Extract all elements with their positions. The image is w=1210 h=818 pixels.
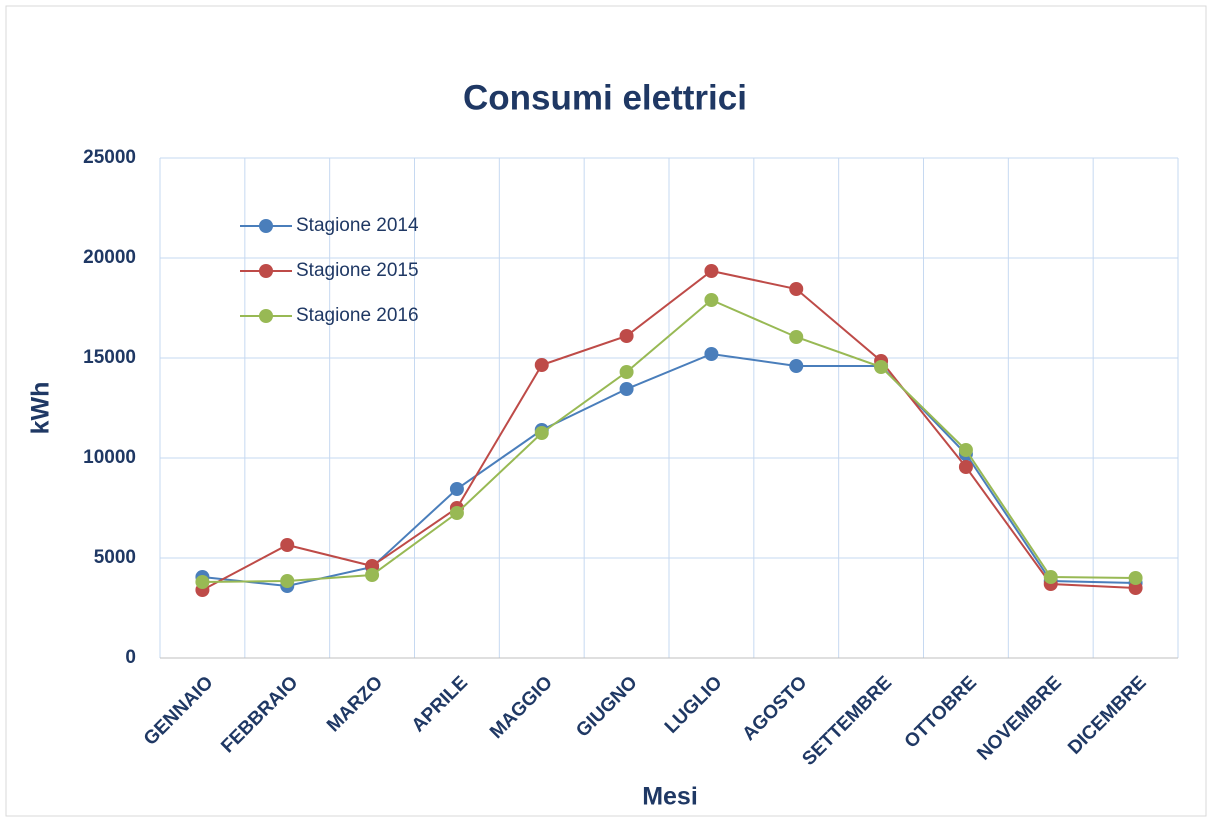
point	[874, 360, 889, 374]
point	[534, 358, 549, 372]
series-line	[201, 269, 1136, 591]
point	[1043, 570, 1058, 584]
point	[958, 460, 973, 474]
legend-label: Stagione 2016	[296, 305, 419, 326]
point	[619, 329, 634, 343]
chart-title: Consumi elettrici	[463, 78, 747, 117]
y-axis-label: kWh	[27, 382, 55, 435]
legend-marker	[259, 219, 273, 233]
point	[789, 282, 804, 296]
point	[365, 568, 380, 582]
legend-label: Stagione 2015	[296, 260, 419, 281]
point	[789, 330, 804, 344]
chart-frame	[5, 5, 1207, 817]
point	[195, 575, 210, 589]
series-line	[202, 298, 1136, 583]
point	[449, 482, 464, 496]
point	[619, 382, 634, 396]
legend-marker	[259, 309, 273, 323]
point	[280, 574, 295, 588]
point	[704, 293, 719, 307]
series-line	[202, 352, 1136, 588]
point	[704, 264, 719, 278]
point	[449, 506, 464, 520]
x-axis-label: Mesi	[642, 783, 698, 811]
point	[789, 359, 804, 373]
y-tick-label: 10000	[83, 447, 136, 468]
point	[619, 365, 634, 379]
y-tick-label: 15000	[83, 347, 136, 368]
point	[534, 426, 549, 440]
y-tick-label: 20000	[83, 247, 136, 268]
point	[704, 347, 719, 361]
point	[1128, 581, 1143, 595]
legend-label: Stagione 2014	[296, 215, 419, 236]
point	[1128, 571, 1143, 585]
y-tick-label: 0	[125, 647, 136, 668]
y-tick-label: 25000	[83, 147, 136, 168]
point	[280, 538, 295, 552]
point	[958, 443, 973, 457]
legend-marker	[259, 264, 273, 278]
y-tick-label: 5000	[94, 547, 136, 568]
